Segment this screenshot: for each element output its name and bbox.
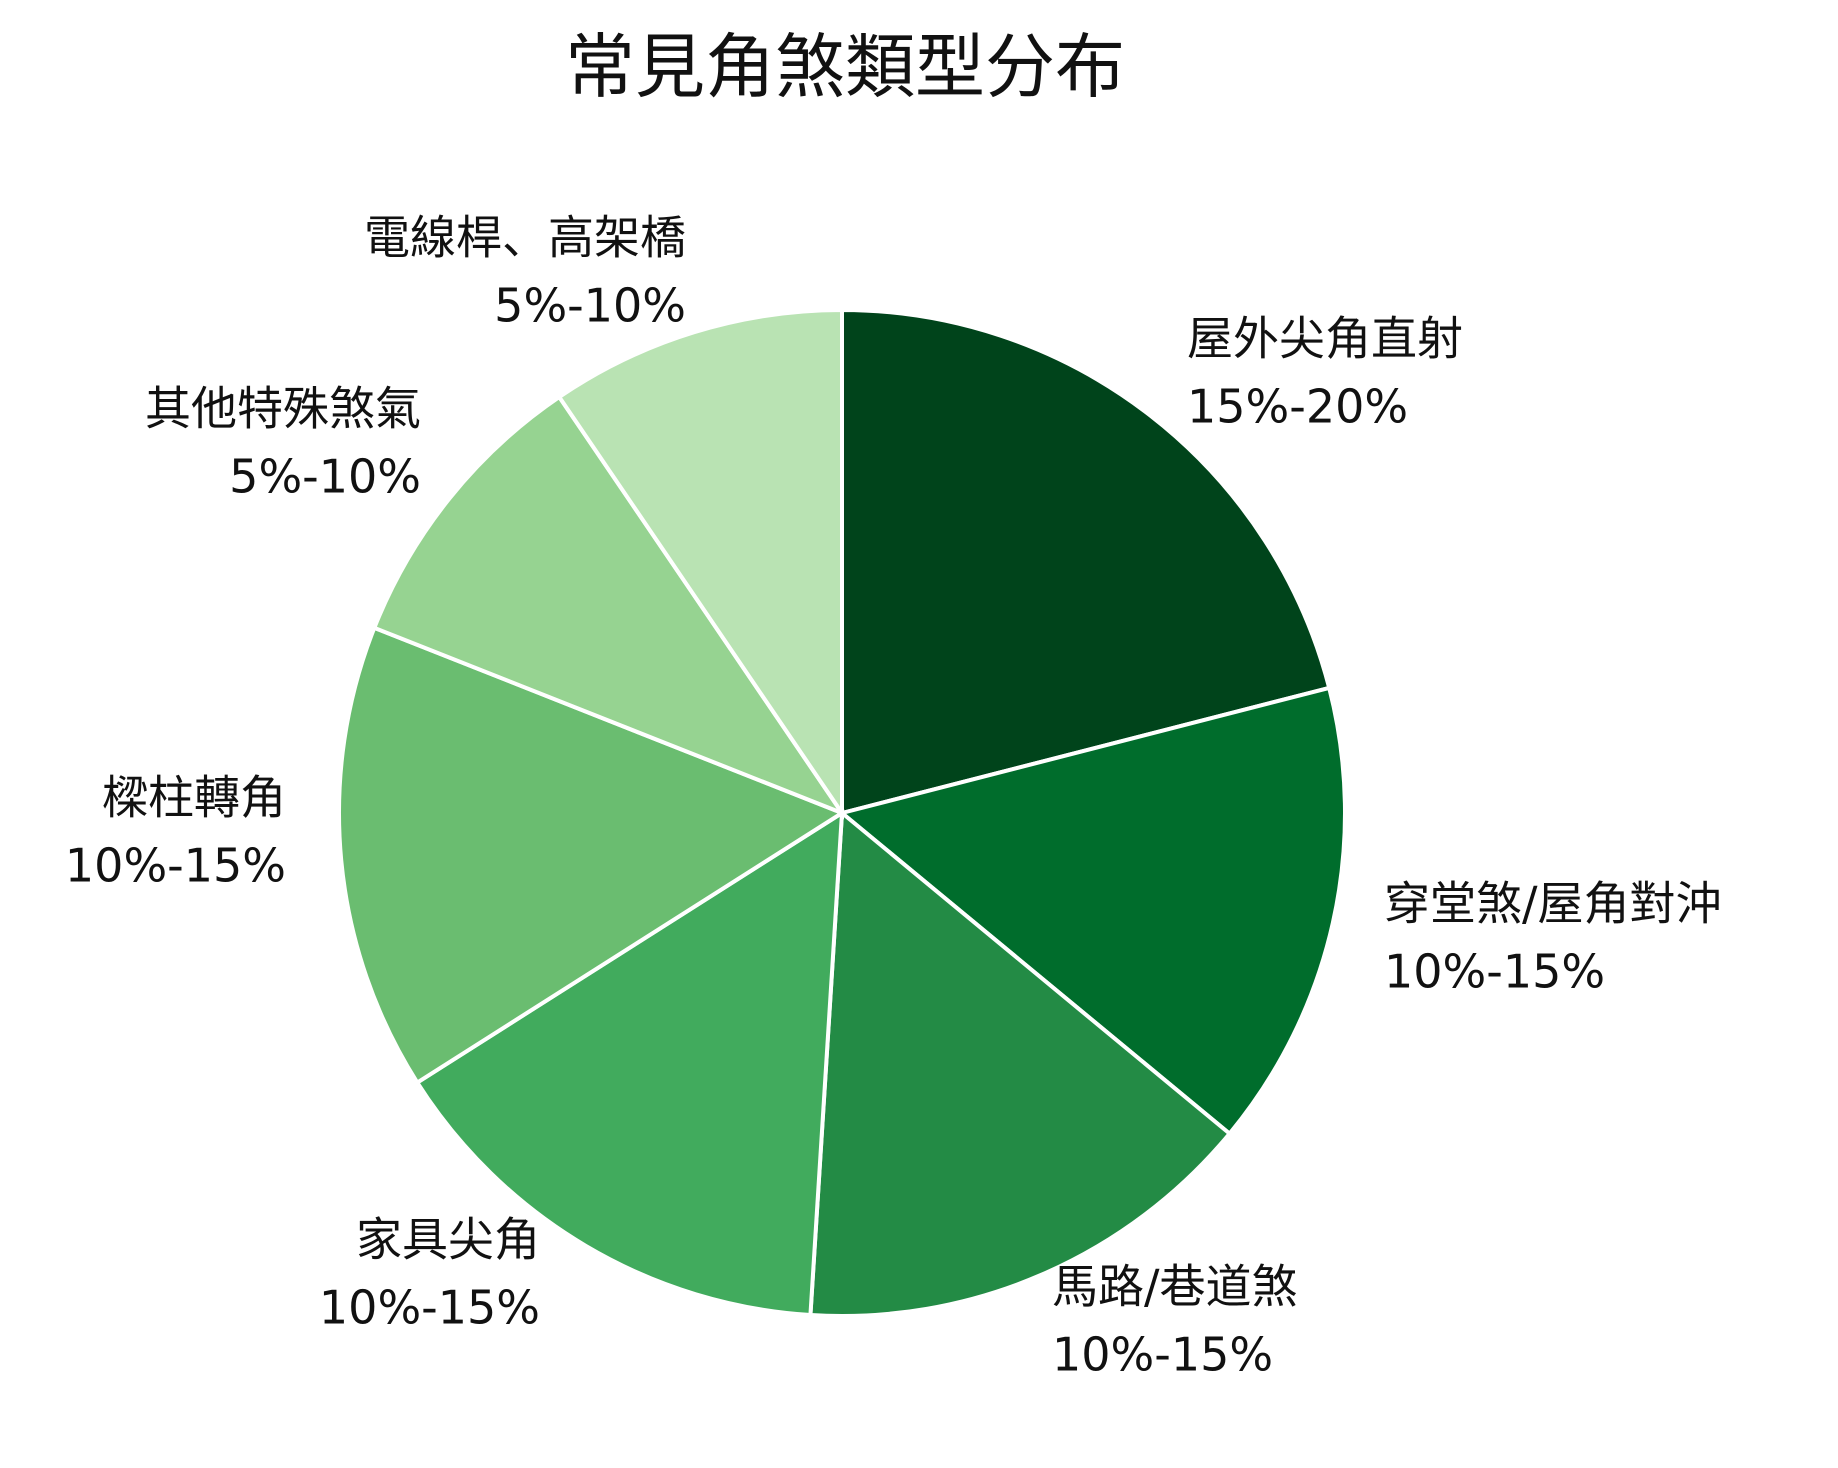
slice-value-label: 5%-10%: [229, 450, 421, 504]
pie-slice: [840, 307, 1332, 816]
pie-slice: [371, 394, 848, 818]
chart-title: 常見角煞類型分布: [565, 26, 1125, 108]
slice-label: 穿堂煞/屋角對沖: [1384, 877, 1722, 931]
slice-value-label: 10%-15%: [65, 839, 286, 893]
slice-value-label: 10%-15%: [1384, 945, 1605, 999]
slice-value-label: 15%-20%: [1187, 380, 1408, 434]
slice-label: 電線桿、高架橋: [364, 211, 686, 265]
slice-value-label: 5%-10%: [494, 279, 686, 333]
pie-slice: [414, 809, 845, 1318]
slice-label: 家具尖角: [356, 1213, 540, 1267]
slice-value-label: 10%-15%: [1052, 1328, 1273, 1382]
pie-slice: [808, 808, 1233, 1318]
pie-slice: [556, 307, 844, 820]
slice-value-label: 10%-15%: [319, 1281, 540, 1335]
slice-label: 樑柱轉角: [102, 771, 286, 825]
pie-slice: [337, 625, 847, 1086]
slice-label: 馬路/巷道煞: [1052, 1260, 1298, 1314]
slice-label: 屋外尖角直射: [1187, 312, 1463, 366]
slice-label: 其他特殊煞氣: [145, 382, 421, 436]
pie-slice: [837, 685, 1347, 1137]
